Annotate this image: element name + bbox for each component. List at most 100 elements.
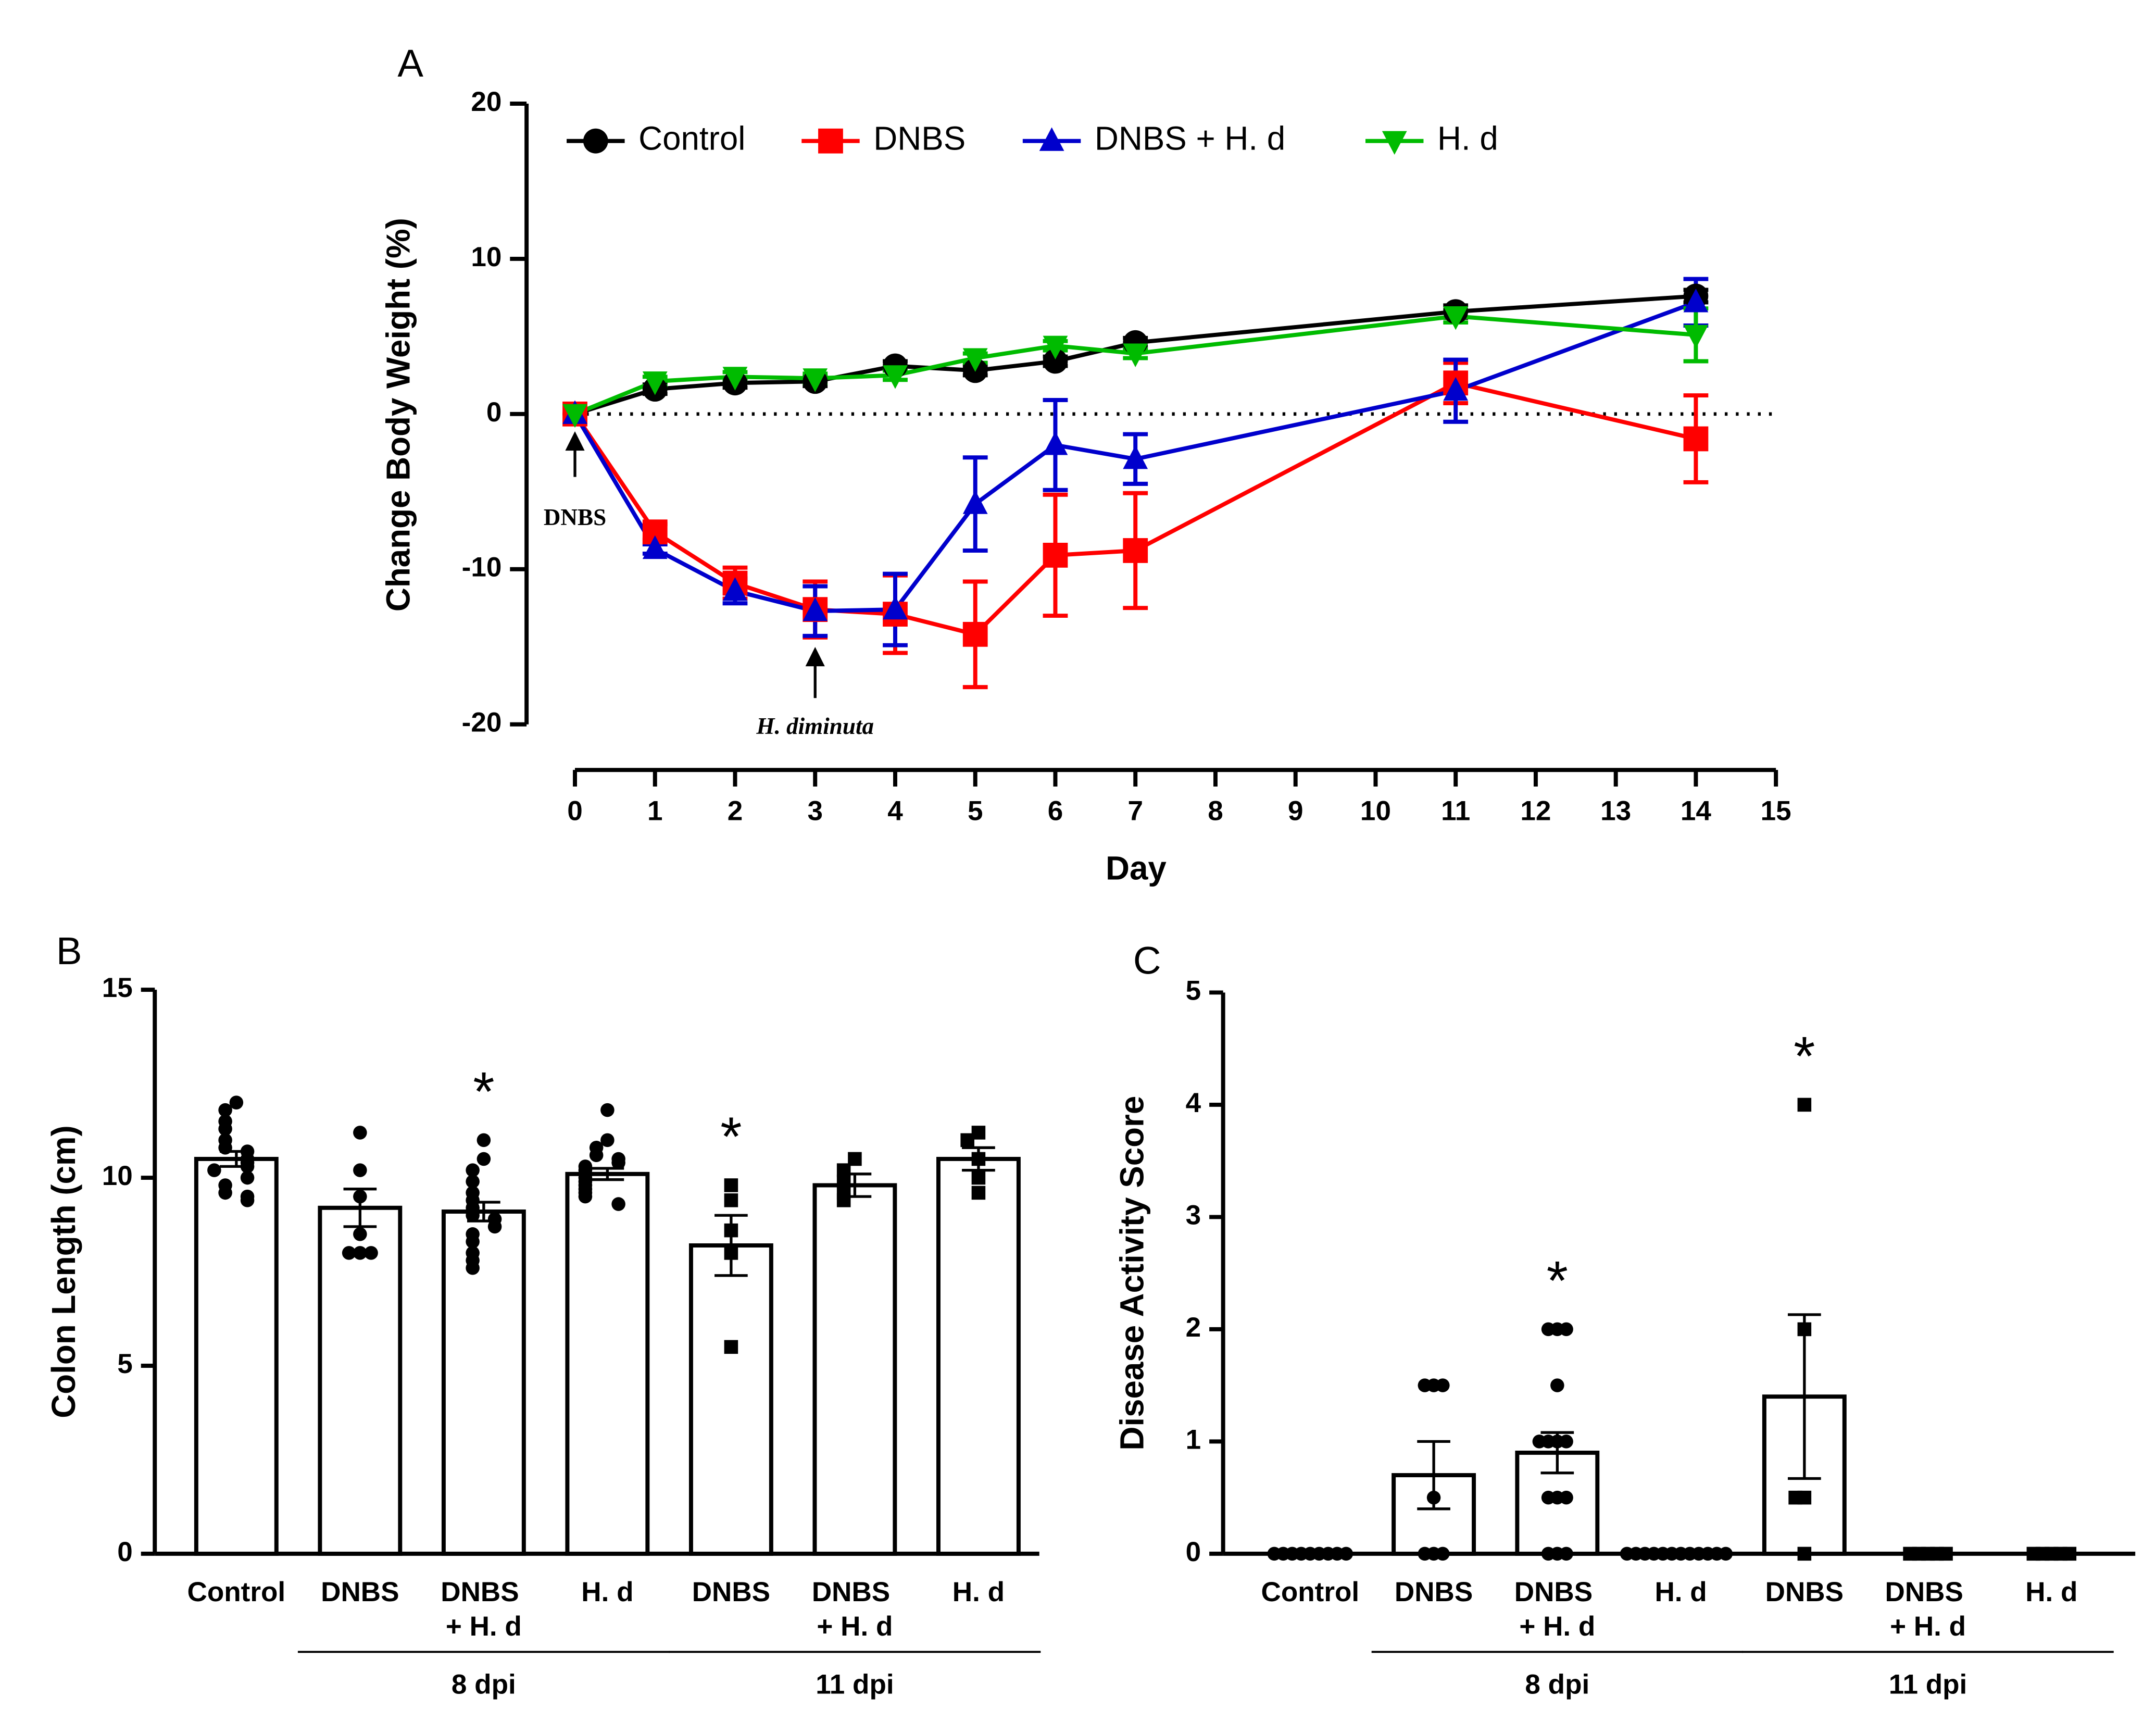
data-point [1559,1435,1573,1449]
bar [936,1156,1021,1556]
panel-label: C [1133,939,1161,982]
group-label: 8 dpi [452,1669,516,1700]
series-line [573,381,1697,637]
legend-label: DNBS [873,120,966,157]
data-point [1683,325,1709,349]
data-point [466,1174,480,1189]
legend-label: Control [638,120,745,157]
x-tick-label: H. d [1654,1577,1707,1607]
data-point [2026,1547,2041,1561]
data-point [562,404,587,428]
data-point [803,597,828,621]
y-tick-label: 3 [1186,1200,1201,1230]
data-point [1123,343,1148,367]
data-point [1043,431,1068,455]
x-tick-label: 8 [1208,795,1223,826]
x-tick-label: H. d [581,1577,633,1607]
data-point [240,1159,255,1174]
y-tick-label: 15 [102,972,133,1003]
data-point [642,535,668,559]
y-tick-label: 0 [1186,1537,1201,1567]
data-point [1541,1490,1556,1505]
x-tick-label: 5 [968,795,983,826]
data-point [1541,1547,1556,1561]
data-point [1620,1547,1634,1561]
x-tick-label: 4 [887,795,903,826]
x-tick-label: 6 [1048,795,1063,826]
data-point [229,1095,244,1109]
data-point [589,1148,604,1163]
data-point [962,490,988,514]
y-tick-label: 4 [1186,1088,1201,1118]
data-point [1043,348,1068,374]
data-point [1788,1490,1802,1505]
data-point [1797,1547,1812,1561]
significance: * [1794,1026,1815,1087]
data-point [466,1163,480,1177]
data-point [1559,1547,1573,1561]
data-point [1559,1322,1573,1337]
y-tick-label: 0 [117,1537,133,1567]
bar [565,1171,650,1556]
data-point [962,348,988,372]
group-label: 8 dpi [1525,1669,1589,1700]
y-tick-label: -10 [462,552,502,583]
annotation: H. diminuta [756,713,874,739]
y-tick-label: 10 [471,242,502,272]
data-point [724,1178,738,1192]
data-point [971,1186,986,1200]
y-tick-label: 20 [471,86,502,117]
data-point [353,1189,367,1204]
data-point [724,1246,738,1260]
panel-label: B [56,929,82,972]
data-point [724,1193,738,1207]
data-point [353,1246,367,1260]
x-tick-label: DNBS [1765,1577,1844,1607]
x-tick-label: 0 [567,795,583,826]
x-tick-label: Control [1261,1577,1360,1607]
data-point [353,1227,367,1241]
legend-marker [583,128,608,154]
data-point [1443,377,1469,401]
data-point [971,1152,986,1166]
data-point [218,1121,232,1136]
data-point [1797,1098,1812,1112]
data-point [1426,1490,1441,1505]
significance: * [473,1061,494,1123]
x-tick-label: DNBS [321,1577,399,1607]
x-tick-label: DNBS + H. d [441,1577,527,1642]
data-point [240,1193,255,1207]
data-point [1797,1322,1812,1337]
data-point [1939,1547,1953,1561]
data-point [724,1340,738,1354]
data-point [1532,1435,1547,1449]
data-point [1683,426,1709,452]
data-point [1436,1378,1450,1392]
significance: * [1547,1250,1568,1312]
x-tick-label: 13 [1600,795,1631,826]
y-tick-label: 1 [1186,1424,1201,1455]
significance: * [720,1106,742,1168]
group-label: 11 dpi [1889,1669,1967,1700]
legend-label: DNBS + H. d [1095,120,1285,157]
y-axis-label: Disease Activity Score [1114,1096,1151,1451]
data-point [353,1163,367,1177]
data-point [1043,543,1068,568]
data-point [477,1152,491,1166]
data-point [342,1246,356,1260]
bar [194,1156,279,1556]
data-point [971,1170,986,1185]
series-line [574,314,1696,416]
data-point [1541,1322,1556,1337]
data-point [722,577,748,601]
x-tick-label: DNBS + H. d [1514,1577,1600,1642]
x-tick-label: Control [187,1577,286,1607]
data-point [611,1155,625,1170]
x-tick-label: H. d [2025,1577,2077,1607]
bar [441,1209,526,1556]
data-point [466,1234,480,1249]
data-point [600,1103,615,1117]
x-tick-label: DNBS [1395,1577,1473,1607]
data-point [600,1133,615,1148]
error-bar [1787,1313,1821,1480]
